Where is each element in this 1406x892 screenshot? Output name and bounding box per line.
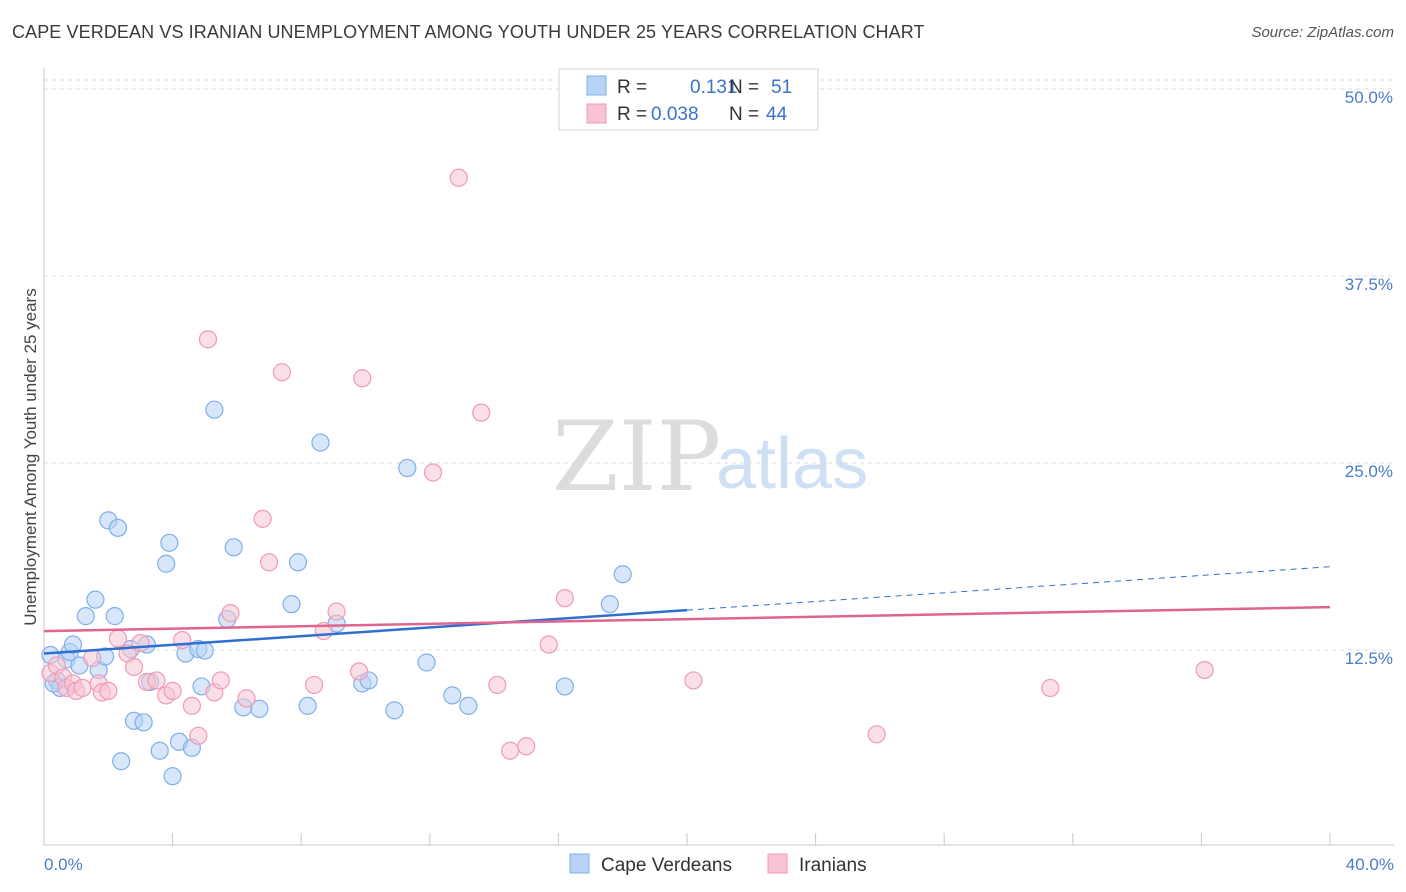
- axes: [43, 68, 1394, 846]
- y-tick-label-0: 12.5%: [1345, 649, 1393, 668]
- point-iranian-38: [488, 675, 507, 695]
- point-iranian-35: [423, 463, 443, 482]
- point-iranian-36: [449, 168, 468, 187]
- watermark-atlas: atlas: [716, 424, 868, 504]
- point-cape-verdean-23: [163, 767, 182, 786]
- legend-r-label-1: R =: [617, 104, 647, 125]
- point-cape-verdean-47: [555, 677, 574, 696]
- y-tick-labels: 12.5% 25.0% 37.5% 50.0%: [1345, 88, 1393, 668]
- point-cape-verdean-21: [157, 554, 176, 573]
- x-tick-label-min: 0.0%: [44, 855, 83, 874]
- point-cape-verdean-46: [459, 696, 478, 715]
- point-cape-verdean-42: [385, 701, 404, 720]
- point-iranian-24: [211, 671, 230, 690]
- point-cape-verdean-43: [398, 458, 417, 478]
- legend-n-label-0: N =: [729, 77, 759, 98]
- point-iranian-42: [555, 589, 574, 608]
- point-cape-verdean-29: [195, 641, 214, 660]
- point-iranian-14: [131, 633, 150, 653]
- point-iranian-34: [353, 369, 372, 388]
- point-cape-verdean-37: [298, 696, 317, 715]
- bottom-legend-swatch-cape-verdeans: [569, 853, 590, 874]
- point-iranian-27: [253, 509, 272, 528]
- bottom-legend-swatch-iranians: [767, 853, 788, 874]
- gridlines: [44, 79, 1394, 651]
- point-cape-verdean-45: [443, 686, 462, 705]
- point-cape-verdean-35: [282, 595, 301, 614]
- point-iranian-44: [867, 725, 886, 744]
- point-iranian-10: [99, 681, 118, 701]
- legend-r-label-0: R =: [617, 77, 647, 98]
- point-cape-verdean-17: [134, 713, 153, 732]
- point-iranian-33: [349, 662, 369, 681]
- point-iranian-20: [182, 696, 201, 715]
- watermark-zip: ZIP: [552, 401, 721, 513]
- point-iranian-7: [83, 648, 102, 668]
- point-iranian-25: [221, 604, 240, 623]
- point-iranian-29: [272, 363, 292, 382]
- y-tick-label-3: 50.0%: [1345, 88, 1393, 107]
- point-iranian-6: [73, 678, 92, 698]
- legend-r-value-0: 0.131: [690, 77, 738, 98]
- point-cape-verdean-36: [288, 553, 308, 572]
- point-iranian-21: [189, 726, 208, 745]
- point-cape-verdean-13: [108, 518, 128, 537]
- point-iranian-43: [684, 671, 703, 690]
- trend-line-cape-verdeans: [43, 608, 688, 655]
- x-tick-label-max: 40.0%: [1346, 855, 1394, 874]
- watermark: ZIP atlas: [552, 401, 868, 513]
- legend: R = 0.131 N = 51 R = 0.038 N = 44: [558, 68, 819, 131]
- chart-source: Source: ZipAtlas.com: [1251, 24, 1394, 41]
- x-ticks: [43, 833, 1331, 845]
- y-tick-label-1: 25.0%: [1345, 462, 1393, 481]
- point-cape-verdean-12: [105, 607, 124, 626]
- point-iranian-19: [173, 630, 192, 650]
- y-tick-label-2: 37.5%: [1345, 275, 1393, 294]
- trend-line-iranians: [43, 605, 1331, 633]
- point-iranian-39: [501, 741, 520, 760]
- y-axis-label: Unemployment Among Youth under 25 years: [21, 288, 40, 625]
- point-iranian-22: [198, 330, 218, 349]
- point-iranian-41: [539, 635, 558, 654]
- point-cape-verdean-8: [86, 590, 105, 609]
- point-iranian-40: [517, 737, 536, 756]
- point-cape-verdean-48: [600, 595, 619, 614]
- point-iranian-30: [304, 675, 324, 695]
- point-cape-verdean-34: [250, 699, 269, 718]
- point-iranian-11: [108, 629, 128, 648]
- point-cape-verdean-49: [613, 565, 632, 584]
- legend-r-value-1: 0.038: [651, 104, 699, 125]
- point-cape-verdean-14: [112, 752, 131, 771]
- point-cape-verdean-30: [205, 400, 224, 419]
- point-cape-verdean-38: [311, 433, 330, 452]
- legend-swatch-iranians: [586, 103, 607, 124]
- point-iranian-45: [1041, 678, 1060, 698]
- series-cape-verdeans-points: [41, 400, 632, 786]
- legend-swatch-cape-verdeans: [586, 75, 607, 96]
- point-cape-verdean-22: [160, 533, 179, 552]
- bottom-legend-label-iranians: Iranians: [799, 855, 867, 876]
- point-cape-verdean-7: [76, 607, 95, 626]
- point-iranian-18: [163, 681, 182, 701]
- point-iranian-26: [237, 689, 256, 708]
- point-iranian-46: [1195, 660, 1214, 680]
- point-iranian-37: [472, 403, 491, 422]
- legend-n-label-1: N =: [729, 104, 759, 125]
- point-cape-verdean-20: [150, 741, 169, 760]
- trend-lines: [43, 566, 1331, 655]
- legend-n-value-1: 44: [766, 104, 788, 125]
- point-iranian-28: [259, 553, 279, 572]
- point-iranian-16: [147, 671, 166, 690]
- point-iranian-32: [327, 602, 346, 621]
- bottom-legend-label-cape-verdeans: Cape Verdeans: [601, 855, 732, 876]
- point-cape-verdean-44: [417, 653, 436, 672]
- point-cape-verdean-32: [224, 538, 243, 557]
- trend-line-cape-verdeans-extension: [686, 566, 1331, 611]
- point-iranian-13: [124, 657, 144, 677]
- legend-n-value-0: 51: [771, 77, 792, 98]
- chart-title: CAPE VERDEAN VS IRANIAN UNEMPLOYMENT AMO…: [12, 22, 925, 42]
- point-cape-verdean-5: [63, 635, 83, 654]
- bottom-legend: Cape Verdeans Iranians: [569, 853, 867, 876]
